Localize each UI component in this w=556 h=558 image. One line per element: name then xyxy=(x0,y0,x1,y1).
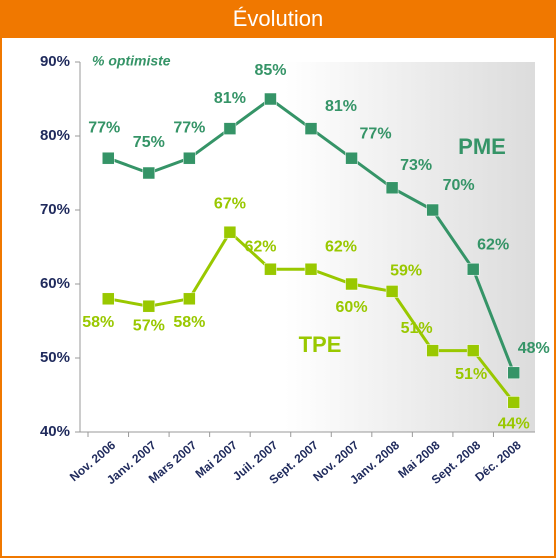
subtitle: % optimiste xyxy=(92,53,171,69)
data-label: 60% xyxy=(336,299,368,316)
marker xyxy=(507,396,520,409)
data-label: 77% xyxy=(360,125,392,142)
data-label: 77% xyxy=(173,119,205,136)
data-label: 62% xyxy=(244,238,276,255)
marker xyxy=(102,292,115,306)
marker xyxy=(385,181,399,195)
marker xyxy=(304,122,318,135)
data-label: 62% xyxy=(477,236,509,253)
marker xyxy=(102,151,115,165)
y-tick-label: 50% xyxy=(40,349,70,366)
data-label: 62% xyxy=(325,238,357,255)
data-label: 57% xyxy=(133,317,165,334)
marker xyxy=(223,225,237,239)
legend-label: TPE xyxy=(299,332,342,357)
marker xyxy=(466,344,480,357)
data-label: 51% xyxy=(455,366,487,383)
y-tick-label: 80% xyxy=(40,127,70,144)
legend-label: PME xyxy=(458,134,506,159)
marker xyxy=(345,277,358,291)
chart-title: Évolution xyxy=(233,6,324,31)
y-tick-label: 60% xyxy=(40,275,70,292)
y-tick-label: 70% xyxy=(40,201,70,218)
data-label: 51% xyxy=(401,320,433,337)
marker xyxy=(304,262,318,276)
data-label: 70% xyxy=(443,177,475,194)
data-label: 48% xyxy=(518,340,550,357)
data-label: 85% xyxy=(254,62,286,79)
marker xyxy=(466,262,480,276)
marker xyxy=(264,262,277,276)
data-label: 44% xyxy=(498,416,530,433)
marker xyxy=(223,122,237,135)
data-label: 59% xyxy=(390,263,422,280)
data-label: 58% xyxy=(82,314,114,331)
data-label: 67% xyxy=(214,195,246,212)
marker xyxy=(426,344,439,357)
data-label: 81% xyxy=(214,90,246,107)
marker xyxy=(345,151,358,165)
data-label: 75% xyxy=(133,134,165,151)
marker xyxy=(183,292,196,306)
marker xyxy=(507,366,520,380)
data-label: 77% xyxy=(88,119,120,136)
data-label: 58% xyxy=(173,314,205,331)
marker xyxy=(264,92,277,106)
data-label: 73% xyxy=(400,157,432,174)
marker xyxy=(142,166,156,180)
y-tick-label: 40% xyxy=(40,423,70,440)
marker xyxy=(183,151,196,165)
marker xyxy=(385,285,399,298)
y-tick-label: 90% xyxy=(40,53,70,70)
marker xyxy=(142,299,156,313)
header xyxy=(0,0,556,38)
data-label: 81% xyxy=(325,98,357,115)
marker xyxy=(426,203,439,217)
